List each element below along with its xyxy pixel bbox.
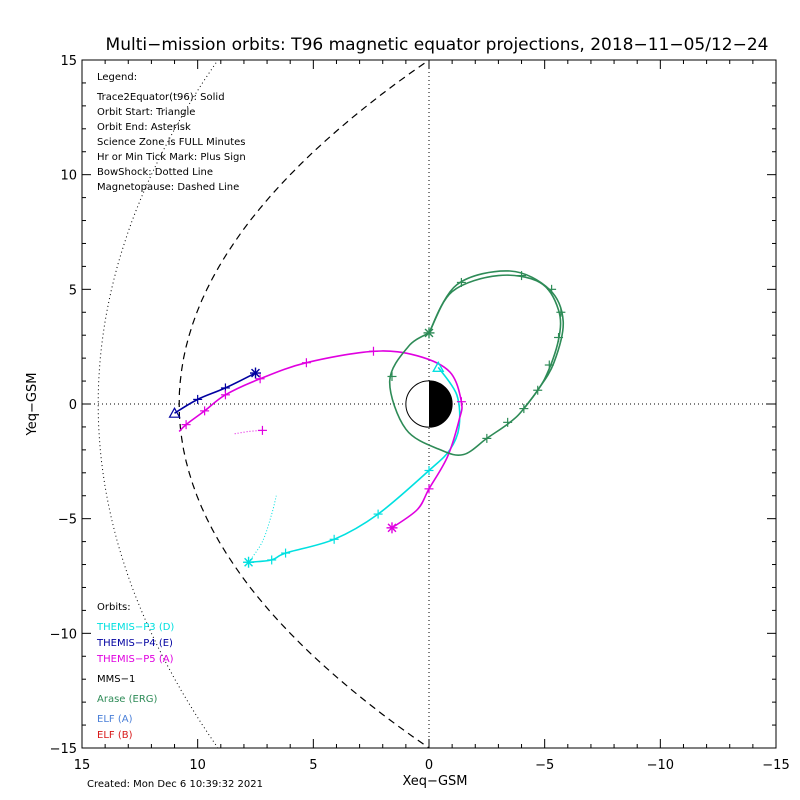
tick-mark-themis-p3-d: [329, 534, 339, 544]
orbit-end-themis-p5-a-d: [387, 523, 397, 533]
series-themis-p5-a: [178, 346, 466, 534]
tick-mark-themis-p5-a: [456, 397, 466, 407]
orbit-end-themis-p4-e: [250, 367, 261, 379]
tick-mark-arase-erg: [517, 271, 527, 281]
orbit-end-arase-erg-d: [424, 328, 434, 338]
series-arase-erg: [387, 270, 566, 456]
series-line-themis-p5-a: [178, 350, 463, 529]
x-tick-label: 0: [425, 758, 433, 773]
series-line-themis-p3-d: [248, 366, 461, 563]
tick-mark-themis-p5-a: [181, 420, 191, 430]
x-tick-label: −15: [762, 758, 789, 773]
legend-line: Orbit Start: Triangle: [97, 107, 195, 118]
text-layer: 15 10 5 0 −5 −10 −15 −15 −10 −5 0 5 10 15 Multi−missio…: [25, 35, 790, 789]
tick-mark-arase-erg: [547, 284, 557, 294]
earth-nightside: [429, 380, 453, 428]
y-axis-label: Yeq−GSM: [25, 373, 40, 437]
tick-mark-themis-p3-d: [281, 548, 291, 558]
orbit-end-arase-erg: [423, 327, 435, 339]
y-tick-label: 5: [69, 283, 77, 298]
tick-mark-arase-erg: [544, 360, 554, 370]
x-axis-label: Xeq−GSM: [402, 774, 467, 789]
x-tick-label: 5: [309, 758, 317, 773]
legend-line: Hr or Min Tick Mark: Plus Sign: [97, 152, 246, 163]
legend-line: Trace2Equator(t96): Solid: [96, 92, 225, 103]
extra-tick-themis-p5-a: [257, 425, 267, 435]
tick-mark-arase-erg: [387, 371, 397, 381]
extra-start-themis-p3-d: [432, 361, 445, 372]
orbit-label: ELF (A): [97, 714, 133, 725]
orbit-label: ELF (B): [97, 730, 133, 741]
orbit-label: Arase (ERG): [97, 694, 158, 705]
y-tick-label: −5: [58, 513, 77, 528]
legend-line: Orbit End: Asterisk: [97, 122, 191, 133]
tick-mark-themis-p5-a: [424, 484, 434, 494]
tick-mark-arase-erg: [519, 404, 529, 414]
orbit-end-themis-p4-e-d: [251, 368, 260, 378]
tick-mark-arase-erg: [503, 417, 513, 427]
x-tick-label: 10: [189, 758, 206, 773]
orbit-end-themis-p3-d-d: [244, 557, 254, 567]
tick-mark-themis-p5-a: [200, 406, 210, 416]
orbit-start-themis-p4-e: [168, 406, 181, 418]
orbits-heading: Orbits:: [97, 602, 131, 613]
bow-shock-curve: [97, 60, 219, 748]
orbit-label: THEMIS−P5 (A): [96, 654, 174, 665]
tick-mark-themis-p3-d: [424, 466, 434, 476]
legend-line: Magnetopause: Dashed Line: [97, 182, 239, 193]
tick-mark-themis-p4-e: [193, 394, 203, 404]
legend-line: Science Zone is FULL Minutes: [97, 137, 246, 148]
created-timestamp: Created: Mon Dec 6 10:39:32 2021: [87, 779, 263, 790]
y-tick-label: 10: [60, 169, 77, 184]
orbit-label: THEMIS−P3 (D): [96, 622, 174, 633]
tick-mark-arase-erg: [556, 307, 566, 317]
orbit-label: THEMIS−P4 (E): [96, 638, 173, 649]
series-line-themis-p4-e: [174, 372, 256, 414]
tick-mark-themis-p3-d: [373, 509, 383, 519]
y-tick-label: −10: [50, 627, 77, 642]
tick-mark-arase-erg: [533, 385, 543, 395]
tick-mark-arase-erg: [482, 433, 492, 443]
tick-mark-themis-p5-a: [301, 358, 311, 368]
tick-mark-arase-erg: [456, 277, 466, 287]
x-tick-label: −5: [535, 758, 554, 773]
orbit-end-themis-p3-d: [243, 556, 255, 568]
magnetopause-curve: [178, 60, 431, 748]
series-themis-p4-e: [168, 367, 261, 418]
tick-mark-themis-p5-a: [220, 390, 230, 400]
earth: [405, 380, 453, 428]
x-tick-label: 15: [74, 758, 91, 773]
chart-title: Multi−mission orbits: T96 magnetic equat…: [106, 35, 769, 55]
legend-line: BowShock: Dotted Line: [97, 167, 213, 178]
x-tick-label: −10: [647, 758, 674, 773]
y-tick-label: −15: [50, 742, 77, 757]
series-dotted-branch-themis-p3-d: [248, 495, 277, 563]
tick-mark-themis-p5-a: [368, 346, 378, 356]
tick-mark-themis-p5-a: [255, 374, 265, 384]
series-layer: [168, 270, 566, 568]
orbit-label: MMS−1: [97, 674, 135, 685]
legend-heading: Legend:: [97, 72, 137, 83]
tick-mark-themis-p3-d: [267, 555, 277, 565]
boundary-curves: [97, 60, 431, 748]
y-tick-label: 0: [69, 398, 77, 413]
tick-mark-arase-erg: [554, 332, 564, 342]
orbit-end-themis-p5-a: [386, 522, 398, 534]
y-tick-label: 15: [60, 54, 77, 69]
